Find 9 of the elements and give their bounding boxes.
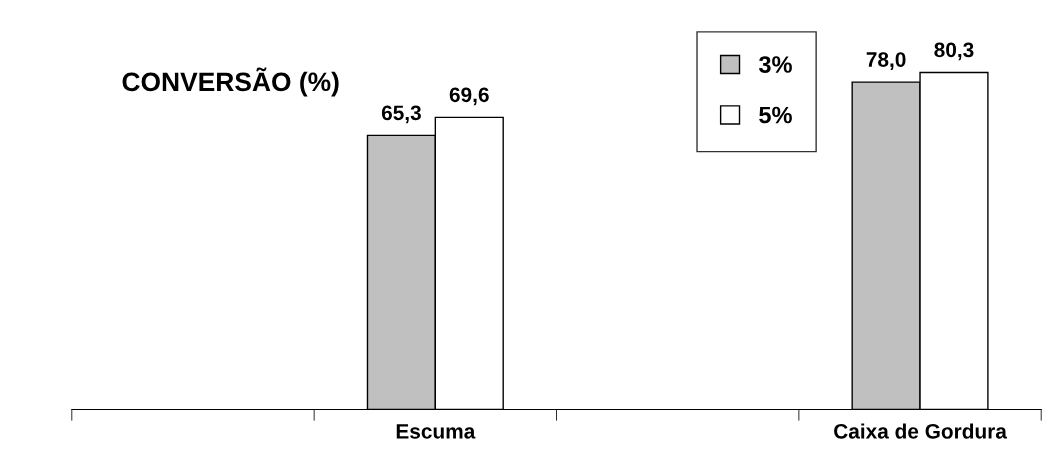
legend-label: 5% (759, 106, 792, 124)
data-label: 69,6 (449, 87, 489, 106)
data-label: 80,3 (934, 42, 974, 61)
x-tick-label: Caixa de Gordura (834, 423, 1008, 439)
data-label: 78,0 (866, 52, 906, 70)
data-label: 65,3 (381, 105, 421, 124)
chart-title: CONVERSÃO (%) (122, 67, 339, 97)
x-tick-label: Escuma (396, 424, 476, 439)
legend-label: 3% (758, 56, 792, 73)
